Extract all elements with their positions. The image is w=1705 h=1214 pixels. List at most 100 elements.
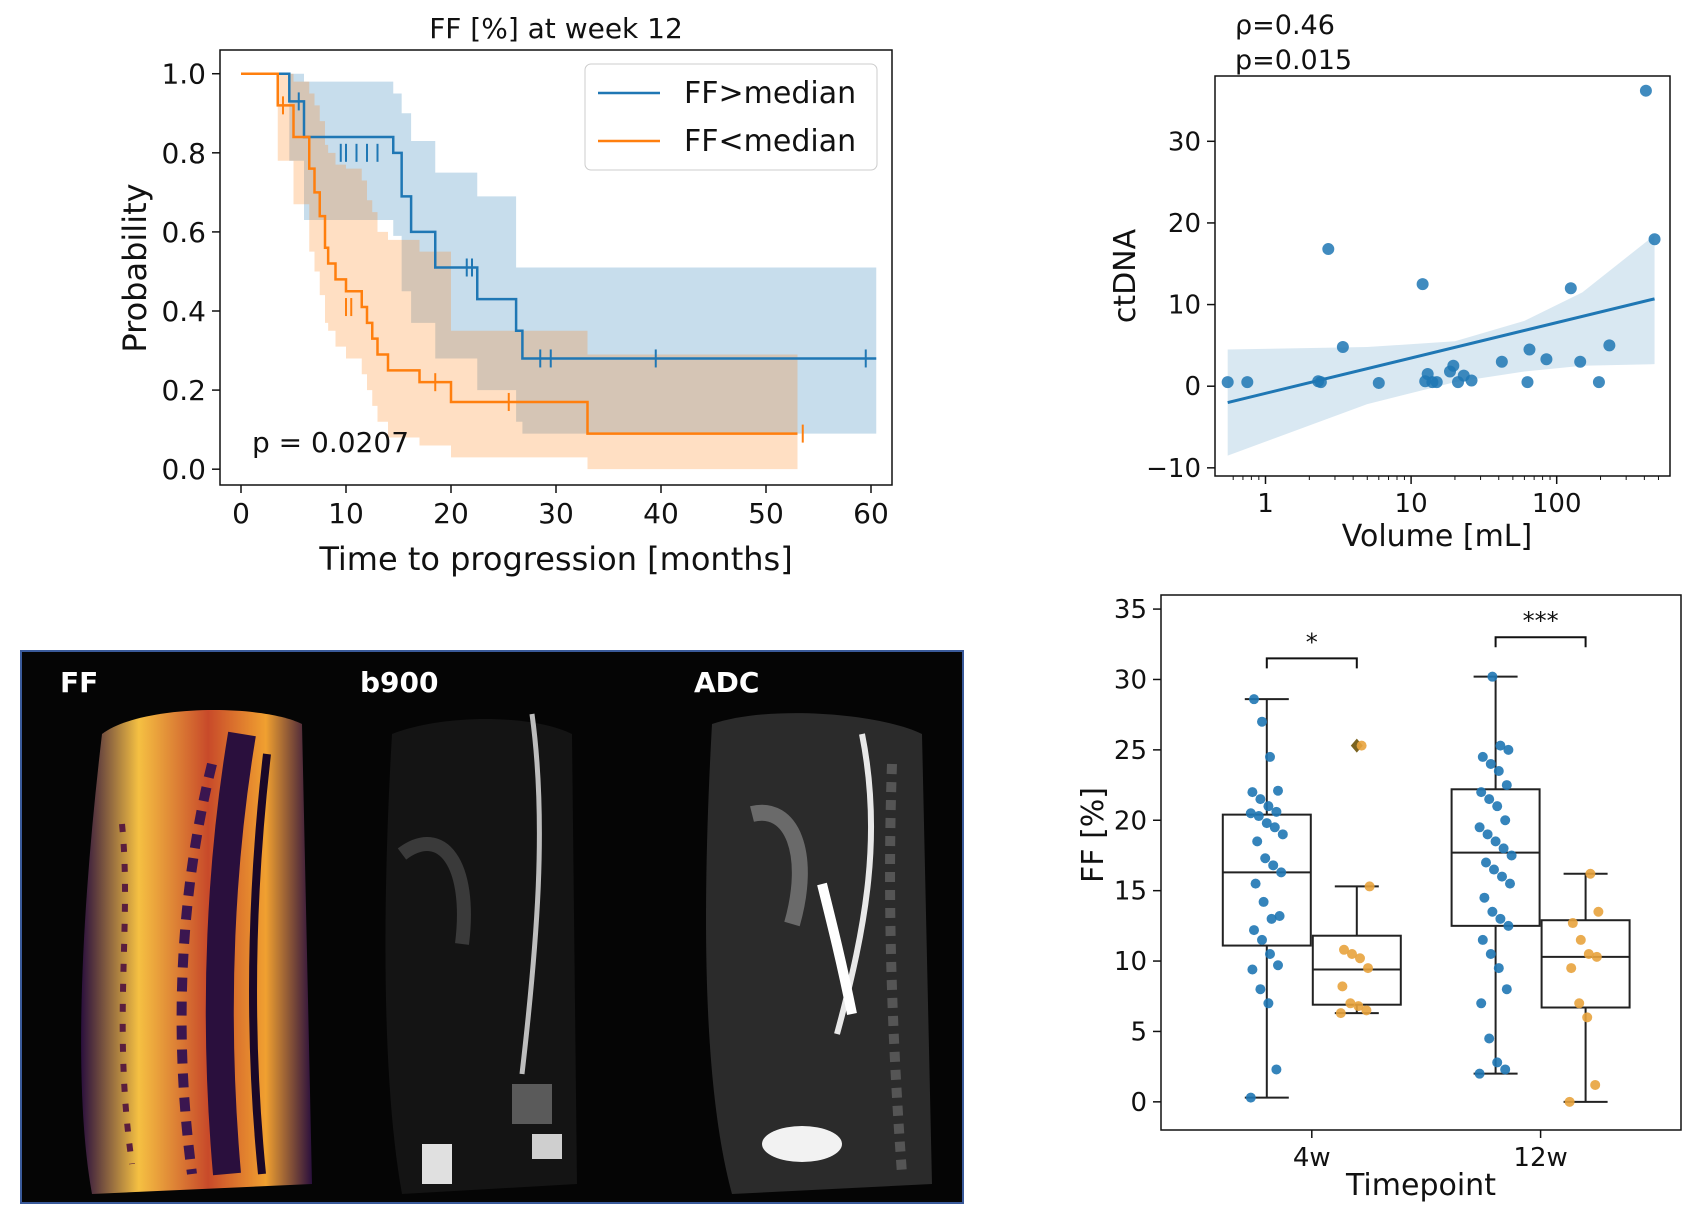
box-data-point	[1501, 780, 1512, 791]
km-legend-label-below: FF<median	[684, 124, 856, 159]
scatter-regression-line-segment	[1227, 297, 1655, 404]
scatter-x-ticks: 1 10 100	[1232, 476, 1659, 519]
box-plot-points	[1245, 671, 1604, 1107]
box-iqr-rect	[1221, 813, 1312, 947]
box-data-point	[1495, 913, 1506, 924]
box-data-point	[1269, 822, 1280, 833]
scatter-chart: ρ=0.46 p=0.015 1 10 100 −10 0 10 20 30 Volume …	[1108, 10, 1671, 554]
mri-image-panel: FF b900 ADC	[20, 650, 964, 1204]
box-data-point	[1585, 868, 1596, 879]
box-data-point	[1355, 953, 1365, 964]
box-data-point	[1591, 951, 1602, 962]
scatter-y-tick-label: −10	[1146, 454, 1201, 484]
box-data-point	[1363, 963, 1373, 974]
box-data-point	[1575, 934, 1586, 945]
box-data-point	[1482, 829, 1493, 840]
box-data-point	[1263, 998, 1274, 1009]
box-data-point	[1493, 765, 1504, 776]
km-x-tick-label: 0	[232, 497, 250, 530]
box-data-point	[1247, 787, 1258, 798]
scatter-y-tick-label: 0	[1184, 372, 1201, 402]
box-data-point	[1493, 963, 1504, 974]
km-chart: FF [%] at week 12 0 10 20 30 40 50 60 0.00.20.…	[116, 12, 893, 578]
box-data-point	[1356, 740, 1367, 751]
box-data-point	[1276, 867, 1287, 878]
box-data-point	[1583, 949, 1594, 960]
km-line-series-1	[241, 72, 798, 435]
box-plot-frame	[1160, 594, 1682, 1131]
scatter-point	[1495, 355, 1508, 368]
box-data-point	[1503, 920, 1514, 931]
box-data-point	[1250, 878, 1261, 889]
box-data-point	[1339, 944, 1349, 955]
scatter-point	[1603, 339, 1616, 352]
box-iqr-rect	[1540, 919, 1631, 1009]
km-ci-bands	[241, 73, 877, 470]
km-y-tick-label: 0.6	[161, 216, 206, 249]
km-x-tick-label: 10	[328, 497, 364, 530]
box-data-point	[1268, 860, 1279, 871]
km-legend-label-above: FF>median	[684, 76, 856, 111]
box-data-point	[1484, 794, 1495, 805]
km-y-tick-label: 0.8	[161, 137, 206, 170]
box-significance-bracket	[1494, 636, 1587, 648]
box-data-point	[1476, 998, 1487, 1009]
box-data-point	[1495, 740, 1506, 751]
box-data-point	[1506, 850, 1517, 861]
box-data-point	[1253, 811, 1264, 822]
box-data-point	[1335, 1008, 1346, 1019]
box-data-point	[1481, 857, 1491, 868]
box-data-point	[1487, 906, 1498, 917]
box-y-tick-label: 5	[1130, 1017, 1147, 1047]
box-data-point	[1260, 853, 1271, 864]
box-significance-label: ***	[1523, 607, 1559, 635]
mri-label-ff: FF	[60, 666, 99, 699]
box-data-point	[1265, 949, 1275, 960]
box-significance-label: *	[1306, 628, 1318, 656]
box-data-point	[1590, 1079, 1601, 1090]
scatter-y-tick-label: 30	[1168, 127, 1201, 157]
scatter-point	[1574, 355, 1587, 368]
km-x-tick-label: 30	[538, 497, 574, 530]
box-data-point	[1474, 1068, 1485, 1079]
scatter-x-axis-label: Volume [mL]	[1342, 519, 1532, 554]
km-pvalue-annotation: p = 0.0207	[252, 426, 409, 459]
mri-label-b900: b900	[360, 666, 439, 699]
box-data-point	[1249, 694, 1259, 705]
box-data-point	[1266, 913, 1277, 924]
box-data-point	[1479, 892, 1490, 903]
scatter-rho-annotation: ρ=0.46	[1235, 10, 1335, 41]
box-data-point	[1485, 949, 1496, 960]
box-iqr-rect	[1450, 788, 1541, 927]
scatter-plot-frame	[1214, 75, 1671, 477]
box-data-point	[1273, 785, 1283, 796]
scatter-x-tick-label: 1	[1257, 489, 1274, 519]
box-y-tick-label: 20	[1114, 806, 1147, 836]
box-data-point	[1489, 864, 1499, 875]
km-x-axis-label: Time to progression [months]	[318, 540, 792, 578]
box-data-point	[1500, 1064, 1511, 1075]
box-data-point	[1567, 918, 1578, 929]
box-plot-boxes	[1221, 675, 1631, 1103]
scatter-point	[1639, 84, 1652, 97]
box-data-point	[1485, 758, 1496, 769]
scatter-y-tick-label: 20	[1168, 209, 1201, 239]
km-title: FF [%] at week 12	[429, 12, 683, 45]
box-significance-brackets: ****	[1265, 607, 1587, 669]
box-data-point	[1245, 1092, 1256, 1103]
km-y-tick-label: 0.4	[161, 295, 206, 328]
box-data-point	[1265, 751, 1275, 762]
box-data-point	[1487, 671, 1498, 682]
km-x-ticks: 0 10 20 30 40 50 60	[232, 485, 889, 530]
km-legend-box	[584, 63, 878, 171]
scatter-point	[1592, 376, 1605, 389]
box-data-point	[1364, 881, 1375, 892]
box-data-point	[1271, 806, 1282, 817]
mri-adc-image	[706, 713, 932, 1194]
scatter-point	[1221, 376, 1234, 389]
box-y-tick-label: 10	[1114, 947, 1147, 977]
box-data-point	[1252, 836, 1263, 847]
scatter-p-annotation: p=0.015	[1235, 45, 1352, 76]
scatter-points	[1221, 84, 1661, 389]
scatter-ci-band	[1227, 235, 1655, 456]
